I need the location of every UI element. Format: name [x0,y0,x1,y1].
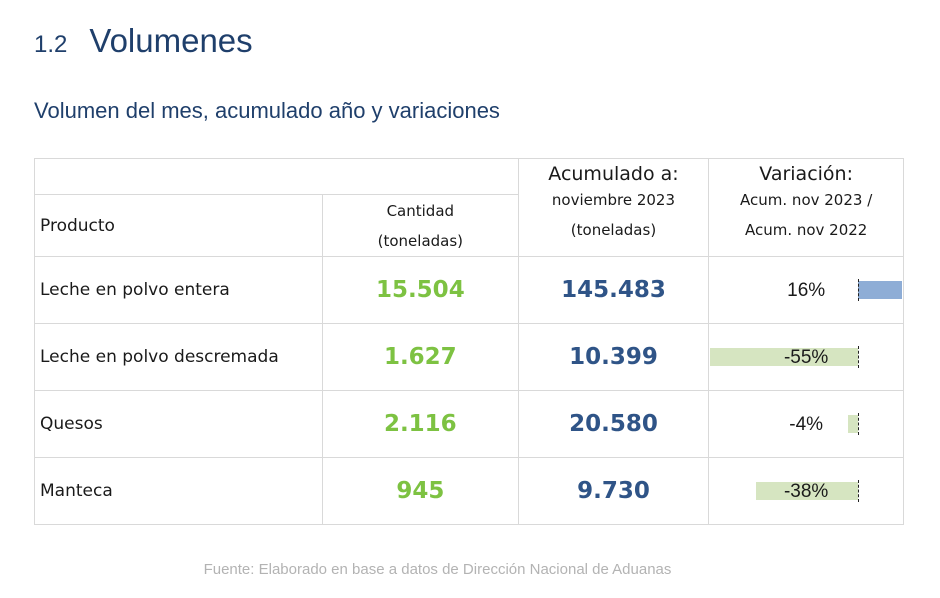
quantity-value: 1.627 [321,323,519,391]
variation-value: 16% [787,280,826,301]
header-empty-cell [34,158,519,195]
accumulated-value: 145.483 [517,256,710,324]
variation-bar [858,281,902,299]
cantidad-unit: (toneladas) [377,231,464,250]
table-row: Leche en polvo descremada 1.627 10.399 -… [34,323,904,391]
variation-value: -55% [783,347,829,368]
variation-cell: -38% [708,457,904,525]
header-cantidad: Cantidad (toneladas) [321,194,519,257]
header-row-top: Acumulado a: noviembre 2023 (toneladas) … [34,158,904,257]
section-heading: 1.2 Volumenes [34,22,253,66]
variation-cell: 16% [708,256,904,324]
source-note: Fuente: Elaborado en base a datos de Dir… [203,561,672,578]
variation-cell: -55% [708,323,904,391]
variation-value: -38% [783,481,829,502]
header-row: Producto Cantidad (toneladas) [34,194,904,257]
acumulado-title: Acumulado a: [548,162,679,185]
variacion-line-1: Acum. nov 2023 / [740,190,873,209]
product-name: Quesos [34,390,323,458]
acumulado-unit: (toneladas) [570,220,657,239]
header-variacion: Variación: Acum. nov 2023 / Acum. nov 20… [708,158,904,257]
accumulated-value: 9.730 [517,457,710,525]
quantity-value: 945 [321,457,519,525]
table-row: Leche en polvo entera 15.504 145.483 16% [34,256,904,324]
table-row: Quesos 2.116 20.580 -4% [34,390,904,458]
cantidad-title: Cantidad [386,201,455,220]
header-producto: Producto [34,194,323,257]
quantity-value: 2.116 [321,390,519,458]
product-name: Manteca [34,457,323,525]
variation-bar [847,415,859,433]
variacion-line-2: Acum. nov 2022 [744,220,868,239]
quantity-value: 15.504 [321,256,519,324]
variation-bar [709,348,859,366]
variacion-title: Variación: [759,162,853,185]
variation-axis [858,413,860,435]
product-name: Leche en polvo entera [34,256,323,324]
acumulado-period: noviembre 2023 [551,190,676,209]
accumulated-value: 20.580 [517,390,710,458]
header-acumulado: Acumulado a: noviembre 2023 (toneladas) [517,158,710,257]
variation-axis [858,480,860,502]
variation-bar [755,482,859,500]
variation-value: -4% [789,414,824,435]
accumulated-value: 10.399 [517,323,710,391]
variation-axis [858,279,860,301]
table-subtitle: Volumen del mes, acumulado año y variaci… [34,98,500,123]
section-number: 1.2 [34,31,68,58]
section-title: Volumenes [89,22,253,59]
variation-cell: -4% [708,390,904,458]
product-name: Leche en polvo descremada [34,323,323,391]
variation-axis [858,346,860,368]
table-row: Manteca 945 9.730 -38% [34,457,904,525]
volume-table: Acumulado a: noviembre 2023 (toneladas) … [34,158,904,525]
